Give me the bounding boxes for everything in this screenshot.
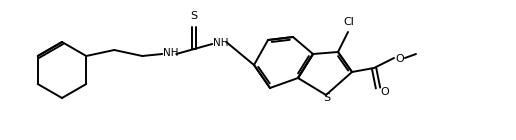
Text: S: S [324,93,331,103]
Text: O: O [381,87,390,97]
Text: NH: NH [163,48,179,58]
Text: S: S [191,11,198,21]
Text: O: O [396,54,405,64]
Text: NH: NH [213,38,229,48]
Text: Cl: Cl [344,17,354,27]
